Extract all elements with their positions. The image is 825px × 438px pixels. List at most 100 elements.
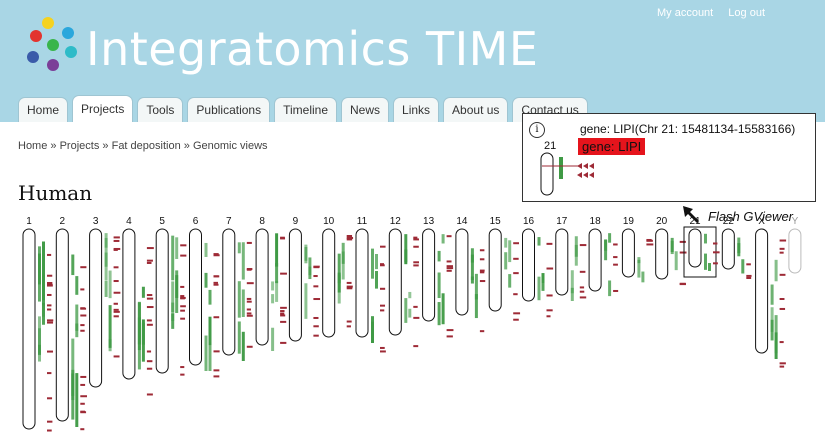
gene-marker[interactable] [613,263,618,266]
gene-marker[interactable] [47,304,52,307]
gene-marker[interactable] [779,239,787,242]
gene-marker[interactable] [479,258,485,261]
qtl-track[interactable] [75,323,79,331]
gene-marker[interactable] [546,267,554,270]
gene-marker[interactable] [346,285,353,288]
qtl-track[interactable] [770,284,774,305]
gene-marker[interactable] [479,280,486,283]
gene-marker[interactable] [313,334,319,337]
qtl-track[interactable] [441,234,445,244]
qtl-track[interactable] [71,373,75,420]
gene-marker[interactable] [80,314,87,317]
qtl-track[interactable] [75,276,79,295]
gene-marker[interactable] [380,304,386,307]
gene-marker[interactable] [47,319,54,322]
gene-marker[interactable] [180,254,187,257]
qtl-track[interactable] [570,270,574,294]
my-account-link[interactable]: My account [656,7,714,19]
qtl-track[interactable] [704,233,707,244]
gene-marker[interactable] [280,310,285,313]
gene-marker[interactable] [146,259,153,262]
qtl-track[interactable] [275,263,279,284]
gene-marker[interactable] [346,235,353,238]
qtl-track[interactable] [404,298,408,323]
gene-marker[interactable] [446,235,452,238]
gene-marker[interactable] [246,312,252,315]
gene-marker[interactable] [80,428,85,431]
qtl-track[interactable] [474,294,478,319]
gene-marker[interactable] [513,318,519,321]
chromosome-9[interactable] [288,228,302,342]
gene-marker[interactable] [47,420,53,423]
qtl-track[interactable] [208,342,212,371]
gene-marker[interactable] [213,283,219,286]
gene-marker[interactable] [346,320,352,323]
qtl-track[interactable] [508,274,512,288]
qtl-track[interactable] [208,316,212,346]
qtl-track[interactable] [337,274,341,304]
tab-home[interactable]: Home [18,97,69,122]
gene-marker[interactable] [180,309,185,312]
qtl-track[interactable] [204,242,208,257]
gene-marker[interactable] [779,365,785,368]
gene-marker[interactable] [746,274,752,277]
gene-marker[interactable] [180,317,186,320]
qtl-track[interactable] [104,233,108,267]
gene-marker[interactable] [679,282,686,285]
qtl-track[interactable] [204,335,208,371]
gene-marker[interactable] [47,282,53,285]
qtl-track[interactable] [641,271,645,283]
gene-marker[interactable] [280,236,285,239]
breadcrumb-projects[interactable]: Projects [59,140,100,152]
gene-marker[interactable] [146,261,152,264]
chromosome-16[interactable] [522,228,535,302]
qtl-track[interactable] [375,271,378,289]
chromosome-20[interactable] [655,228,669,280]
gene-marker[interactable] [113,280,119,283]
gene-marker[interactable] [246,241,252,244]
qtl-track[interactable] [541,273,545,291]
gene-marker[interactable] [446,260,452,263]
gene-marker[interactable] [646,243,654,246]
chromosome-y[interactable] [788,228,802,274]
gene-marker[interactable] [546,309,553,312]
chromosome-10[interactable] [322,228,336,338]
gene-marker[interactable] [779,362,786,365]
popup-info-icon[interactable]: i [529,122,545,138]
gene-marker[interactable] [80,288,85,291]
gene-marker[interactable] [513,293,518,296]
gene-marker[interactable] [446,269,452,272]
gene-marker[interactable] [80,324,85,327]
gene-marker[interactable] [346,287,353,290]
gene-marker[interactable] [280,306,287,309]
qtl-track[interactable] [404,234,408,263]
gene-marker[interactable] [513,272,519,275]
qtl-track[interactable] [537,276,541,301]
gene-marker[interactable] [246,268,253,271]
qtl-track[interactable] [271,281,275,291]
gene-marker[interactable] [80,307,87,310]
qtl-track[interactable] [275,233,279,267]
gene-marker[interactable] [246,345,253,348]
chromosome-21[interactable] [688,228,702,268]
qtl-track[interactable] [171,281,175,321]
qtl-track[interactable] [75,304,79,338]
qtl-track[interactable] [104,280,108,297]
gene-marker[interactable] [446,335,453,338]
gene-marker[interactable] [479,249,485,252]
breadcrumb-home[interactable]: Home [18,140,48,152]
gene-marker[interactable] [47,253,52,256]
qtl-track[interactable] [637,259,641,278]
qtl-track[interactable] [704,253,707,270]
qtl-track[interactable] [408,308,412,318]
gene-marker[interactable] [779,307,786,310]
gene-marker[interactable] [113,239,120,242]
gene-marker[interactable] [546,294,553,297]
tab-news[interactable]: News [341,97,390,122]
gene-marker[interactable] [180,244,187,247]
qtl-track[interactable] [241,289,245,317]
qtl-track[interactable] [271,327,275,351]
qtl-track[interactable] [38,328,41,362]
qtl-track[interactable] [271,294,275,304]
gene-marker[interactable] [146,323,153,326]
